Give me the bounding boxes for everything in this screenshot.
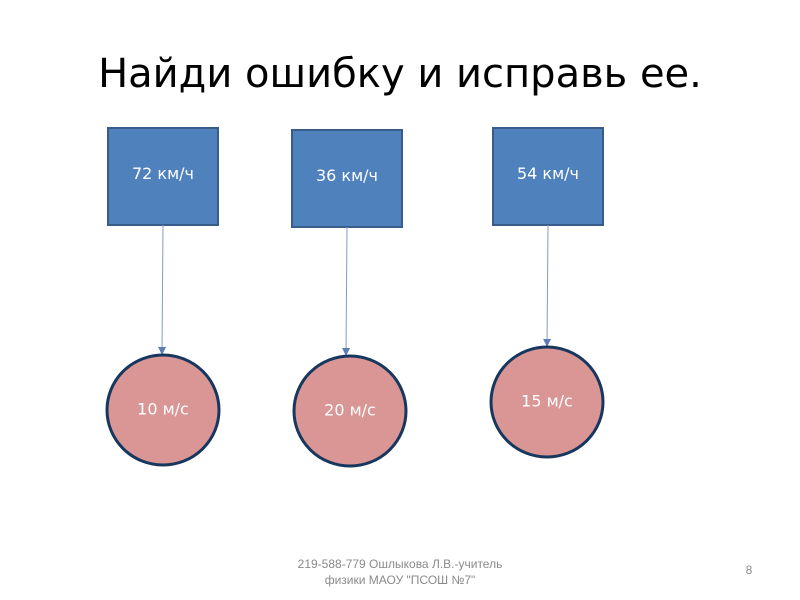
arrow — [543, 224, 552, 347]
box-label: 36 км/ч — [316, 166, 378, 185]
footer-line: 219-588-779 Ошлыкова Л.В.-учитель — [298, 557, 503, 571]
footer-line: физики МАОУ "ПСОШ №7" — [325, 573, 476, 587]
arrow — [158, 224, 167, 355]
circle-label: 20 м/с — [324, 401, 376, 420]
box-label: 54 км/ч — [517, 164, 579, 183]
box-label: 72 км/ч — [132, 164, 194, 183]
page-number: 8 — [746, 563, 753, 577]
value-box — [291, 129, 403, 228]
value-box — [492, 127, 604, 226]
arrow — [342, 226, 351, 356]
value-circle — [292, 354, 408, 468]
title: Найди ошибку и исправь ее. — [98, 51, 702, 97]
value-circle — [489, 345, 605, 459]
value-circle — [105, 353, 221, 467]
value-box — [107, 127, 219, 226]
circle-label: 15 м/с — [521, 392, 573, 411]
circle-label: 10 м/с — [137, 400, 189, 419]
